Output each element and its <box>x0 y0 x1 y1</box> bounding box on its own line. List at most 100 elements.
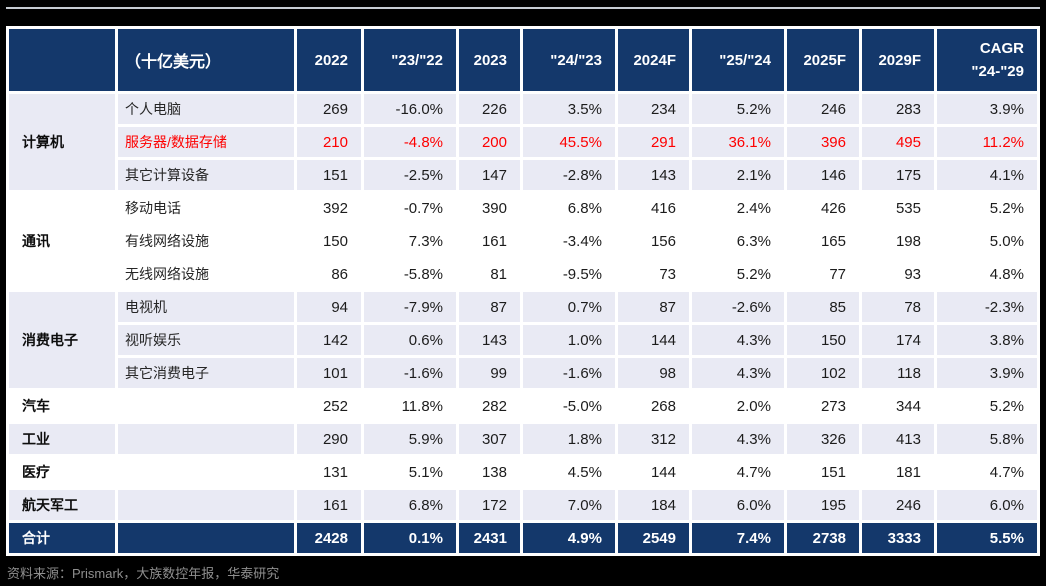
category-cell: 汽车 <box>9 391 115 421</box>
value-cell: 426 <box>787 193 859 223</box>
total-value-cell: 2431 <box>459 523 520 553</box>
subcategory-cell: 移动电话 <box>118 193 294 223</box>
value-cell: 282 <box>459 391 520 421</box>
unit-header-cell: （十亿美元） <box>118 29 294 91</box>
value-cell: 210 <box>297 127 361 157</box>
value-cell: 156 <box>618 226 689 256</box>
table-row: 通讯 移动电话 392 -0.7% 390 6.8% 416 2.4% 426 535 5.2% <box>9 193 1037 289</box>
subcategory-cell: 其它计算设备 <box>118 160 294 190</box>
value-cell: 5.2% <box>937 193 1037 223</box>
value-cell: 161 <box>297 490 361 520</box>
value-cell: 3.8% <box>937 325 1037 355</box>
total-value-cell: 2738 <box>787 523 859 553</box>
value-cell: 0.7% <box>523 292 615 322</box>
value-cell: 98 <box>618 358 689 388</box>
value-cell: -1.6% <box>364 358 456 388</box>
column-header-2022: 2022 <box>297 29 361 91</box>
value-cell: 94 <box>297 292 361 322</box>
value-cell: 151 <box>787 457 859 487</box>
value-cell: 1.8% <box>523 424 615 454</box>
value-cell: 81 <box>459 259 520 289</box>
value-cell: 184 <box>618 490 689 520</box>
value-cell: 146 <box>787 160 859 190</box>
table-row: 其它计算设备 151 -2.5% 147 -2.8% 143 2.1% 146 175 4.1% <box>9 160 1037 190</box>
value-cell: 4.1% <box>937 160 1037 190</box>
value-cell: 73 <box>618 259 689 289</box>
category-cell: 计算机 <box>9 94 115 190</box>
value-cell: 144 <box>618 457 689 487</box>
value-cell: 6.8% <box>364 490 456 520</box>
value-cell: -1.6% <box>523 358 615 388</box>
value-cell: 3.5% <box>523 94 615 124</box>
value-cell: 6.0% <box>692 490 784 520</box>
subcategory-cell: 其它消费电子 <box>118 358 294 388</box>
value-cell: 198 <box>862 226 934 256</box>
value-cell: -0.7% <box>364 193 456 223</box>
corner-header-cell <box>9 29 115 91</box>
header-row: （十亿美元） 2022 "23/"22 2023 "24/"23 2024F "… <box>9 29 1037 91</box>
value-cell: 495 <box>862 127 934 157</box>
value-cell: 93 <box>862 259 934 289</box>
value-cell: 138 <box>459 457 520 487</box>
value-cell: 6.3% <box>692 226 784 256</box>
value-cell: 392 <box>297 193 361 223</box>
category-cell: 消费电子 <box>9 292 115 388</box>
value-cell: 150 <box>787 325 859 355</box>
value-cell: 268 <box>618 391 689 421</box>
value-cell: 142 <box>297 325 361 355</box>
value-cell: 290 <box>297 424 361 454</box>
value-cell: 175 <box>862 160 934 190</box>
subcategory-cell: 个人电脑 <box>118 94 294 124</box>
value-cell: -2.3% <box>937 292 1037 322</box>
table-row: 其它消费电子 101 -1.6% 99 -1.6% 98 4.3% 102 118 3.9% <box>9 358 1037 388</box>
value-cell: 78 <box>862 292 934 322</box>
value-cell: 86 <box>297 259 361 289</box>
value-cell: 283 <box>862 94 934 124</box>
table-row: 汽车 252 11.8% 282 -5.0% 268 2.0% 273 344 5.2% <box>9 391 1037 421</box>
value-cell: 143 <box>618 160 689 190</box>
electronics-market-table: （十亿美元） 2022 "23/"22 2023 "24/"23 2024F "… <box>6 26 1040 556</box>
value-cell: 5.0% <box>937 226 1037 256</box>
value-cell: 5.1% <box>364 457 456 487</box>
value-cell: 4.3% <box>692 358 784 388</box>
value-cell: 252 <box>297 391 361 421</box>
value-cell: 4.8% <box>937 259 1037 289</box>
value-cell: 87 <box>618 292 689 322</box>
value-cell: 273 <box>787 391 859 421</box>
category-cell: 医疗 <box>9 457 115 487</box>
value-cell: 246 <box>787 94 859 124</box>
value-cell: 144 <box>618 325 689 355</box>
column-header-2029f: 2029F <box>862 29 934 91</box>
column-header-23-22: "23/"22 <box>364 29 456 91</box>
value-cell: 4.3% <box>692 424 784 454</box>
value-cell: 11.2% <box>937 127 1037 157</box>
total-value-cell: 4.9% <box>523 523 615 553</box>
category-cell: 工业 <box>9 424 115 454</box>
value-cell: 77 <box>787 259 859 289</box>
value-cell: 246 <box>862 490 934 520</box>
subcategory-cell <box>118 490 294 520</box>
value-cell: 6.0% <box>937 490 1037 520</box>
value-cell: 6.8% <box>523 193 615 223</box>
value-cell: -9.5% <box>523 259 615 289</box>
table-row: 航天军工 161 6.8% 172 7.0% 184 6.0% 195 246 6.0% <box>9 490 1037 520</box>
value-cell: -16.0% <box>364 94 456 124</box>
subcategory-cell <box>118 424 294 454</box>
subcategory-cell: 电视机 <box>118 292 294 322</box>
table-row: 服务器/数据存储 210 -4.8% 200 45.5% 291 36.1% 396 495 11… <box>9 127 1037 157</box>
value-cell: 234 <box>618 94 689 124</box>
column-header-cagr: CAGR "24-"29 <box>937 29 1037 91</box>
value-cell: 4.5% <box>523 457 615 487</box>
value-cell: -2.5% <box>364 160 456 190</box>
table-row: 计算机 个人电脑 269 -16.0% 226 3.5% 234 5.2% 246 283 3.9% <box>9 94 1037 190</box>
value-cell: 5.2% <box>692 94 784 124</box>
value-cell: 326 <box>787 424 859 454</box>
value-cell: 312 <box>618 424 689 454</box>
value-cell: 102 <box>787 358 859 388</box>
table-row: 有线网络设施 150 7.3% 161 -3.4% 156 6.3% 165 198 5.0% <box>9 226 1037 256</box>
total-value-cell: 2549 <box>618 523 689 553</box>
subcategory-cell: 无线网络设施 <box>118 259 294 289</box>
value-cell: 269 <box>297 94 361 124</box>
value-cell: 87 <box>459 292 520 322</box>
value-cell: 151 <box>297 160 361 190</box>
